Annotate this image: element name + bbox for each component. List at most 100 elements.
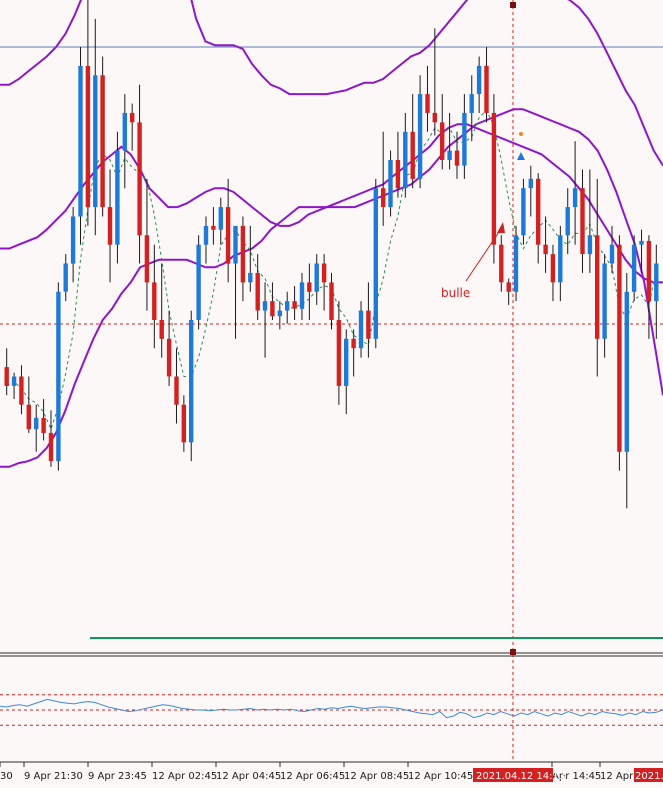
candle-body: [609, 244, 615, 264]
candle-body: [447, 150, 452, 160]
candle: [70, 207, 76, 283]
candle: [166, 310, 172, 386]
candle-body: [218, 207, 223, 230]
candle: [248, 225, 253, 292]
candle: [417, 75, 423, 189]
candle: [609, 225, 615, 273]
candle: [203, 216, 209, 264]
crosshair-separator-marker: [510, 649, 516, 655]
candle: [373, 178, 378, 349]
candle: [107, 169, 113, 283]
candle-body: [233, 225, 238, 264]
candle: [26, 376, 31, 433]
candle-body: [34, 417, 39, 430]
candle-body: [329, 282, 334, 320]
candle-body: [654, 263, 659, 302]
candle-body: [358, 310, 364, 349]
candle-body: [403, 131, 408, 189]
candle: [454, 131, 460, 179]
candle-body: [373, 188, 378, 339]
candle: [513, 225, 519, 302]
bubble-annotation[interactable]: bulle: [441, 222, 505, 300]
candle-body: [11, 376, 17, 386]
candle-body: [366, 310, 371, 339]
time-label: 12 Apr 04:45: [216, 771, 281, 782]
candle: [11, 372, 17, 400]
oscillator-panel[interactable]: [0, 694, 663, 726]
candle-body: [240, 225, 246, 283]
candle: [484, 47, 489, 123]
candle: [41, 399, 46, 441]
candle: [48, 410, 54, 467]
candle-body: [63, 263, 68, 292]
candle: [292, 286, 297, 320]
annotation-text: bulle: [441, 286, 470, 300]
candle: [299, 272, 305, 320]
candle-body: [93, 75, 98, 208]
time-label: Apr 14:45: [552, 771, 601, 782]
marker-dot-icon: [519, 132, 523, 136]
candle: [34, 404, 39, 452]
candle: [4, 348, 9, 396]
candle: [572, 141, 578, 245]
candle: [639, 229, 644, 273]
candle-body: [56, 291, 61, 462]
candle-body: [550, 254, 556, 283]
candle-body: [344, 338, 349, 386]
candle-body: [248, 272, 253, 283]
candle: [314, 254, 319, 305]
candle-body: [26, 404, 31, 430]
candle-body: [617, 244, 622, 452]
candle: [499, 235, 504, 292]
candle: [152, 244, 157, 349]
candle-body: [152, 282, 157, 320]
candle-body: [602, 263, 607, 339]
candle-body: [107, 207, 113, 245]
candle: [543, 216, 548, 273]
candle-body: [314, 263, 319, 292]
candle-body: [225, 207, 231, 264]
candle: [410, 94, 415, 189]
candle-body: [48, 432, 54, 462]
time-label: 12 Apr 02:45: [152, 771, 217, 782]
candle: [56, 282, 61, 471]
candle: [617, 235, 622, 471]
candle-body: [425, 94, 430, 113]
candle-body: [595, 235, 600, 339]
candle-body: [543, 244, 548, 255]
candle-body: [270, 301, 275, 317]
candle-body: [174, 376, 179, 405]
candle-body: [476, 65, 482, 95]
candle-body: [491, 112, 497, 245]
candle-body: [528, 178, 533, 189]
candle: [646, 235, 652, 339]
candle: [262, 282, 268, 358]
candle: [218, 197, 223, 245]
time-label: 12 Apr 08:45: [344, 771, 409, 782]
edge-time-highlight-bg: [634, 768, 663, 782]
candle: [403, 112, 408, 198]
candle-body: [624, 291, 629, 452]
candle-body: [4, 367, 9, 386]
candle: [440, 94, 445, 170]
edge-time-highlight: 2021.0: [635, 771, 663, 782]
candle: [469, 75, 474, 142]
candle-body: [292, 301, 297, 309]
time-label: 12 Apr: [600, 771, 634, 782]
candle: [255, 254, 260, 320]
candle: [196, 235, 201, 330]
time-label: 30: [0, 771, 13, 782]
time-label: 12 Apr 10:45: [408, 771, 473, 782]
candle: [595, 178, 600, 377]
candle-body: [536, 178, 541, 245]
candle-body: [85, 65, 91, 208]
candle-body: [285, 301, 290, 311]
candle-body: [506, 282, 511, 292]
price-panel[interactable]: bulle: [0, 0, 663, 760]
candle-body: [100, 75, 105, 208]
time-label: 12 Apr 06:45: [280, 771, 345, 782]
candle-body: [189, 320, 194, 443]
candle: [654, 244, 659, 339]
